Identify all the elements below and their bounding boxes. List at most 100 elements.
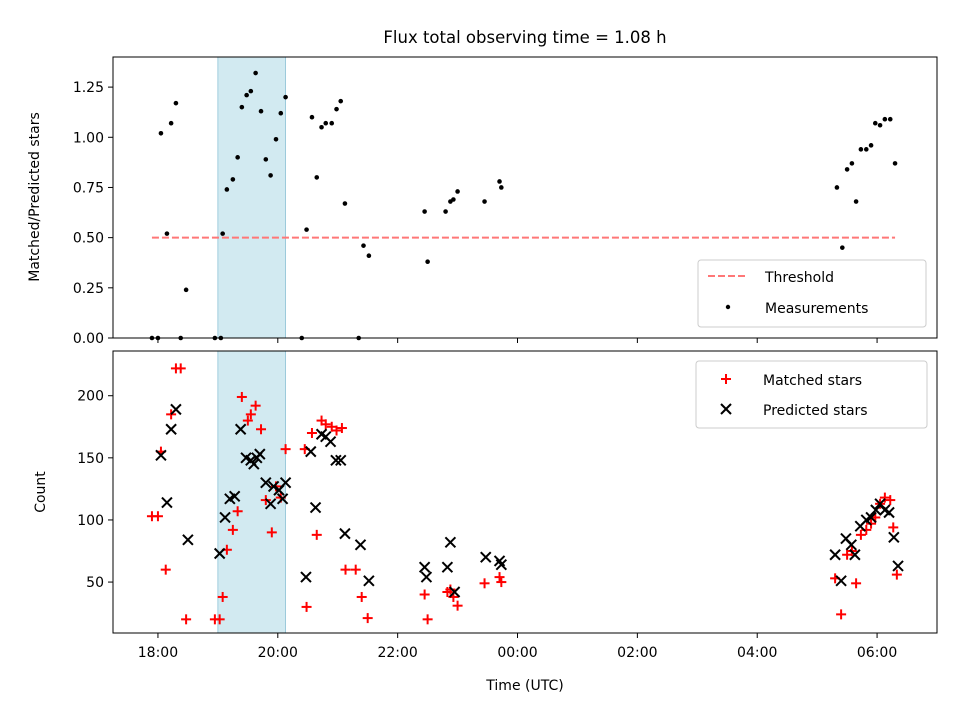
matched-stars-point: [479, 578, 490, 589]
predicted-stars-point: [418, 561, 431, 573]
matched-stars-point: [301, 601, 312, 612]
predicted-stars-point: [228, 490, 241, 503]
predicted-stars-point: [849, 549, 861, 561]
matched-stars-point: [245, 409, 256, 420]
measurement-point: [425, 259, 430, 265]
measurement-point: [868, 143, 874, 148]
observing-window-highlight: [217, 350, 286, 634]
measurement-point: [499, 185, 504, 190]
x-tick-label: 04:00: [737, 645, 777, 661]
y-tick-label: 0.00: [73, 331, 104, 347]
matched-stars-point: [879, 492, 890, 503]
predicted-stars-point: [874, 498, 886, 510]
measurement-point: [342, 201, 348, 206]
predicted-stars-point: [170, 403, 182, 416]
predicted-stars-point: [254, 448, 266, 460]
matched-stars-point: [350, 564, 361, 575]
matched-stars-point: [306, 427, 317, 438]
measurement-point: [239, 104, 245, 110]
x-tick-label: 02:00: [617, 645, 657, 661]
predicted-stars-point: [300, 571, 312, 583]
measurement-point: [329, 120, 335, 126]
predicted-stars-point: [267, 480, 280, 493]
measurement-point: [887, 116, 893, 122]
predicted-stars-point: [305, 445, 317, 458]
measurement-point: [872, 120, 878, 126]
matched-stars-point: [160, 564, 171, 575]
count-legend-box: [695, 360, 928, 429]
measurement-point: [309, 114, 315, 120]
matched-stars-point: [885, 495, 896, 506]
measurement-point: [224, 187, 230, 192]
measurement-point: [164, 231, 170, 236]
count-y-axis-label: Count: [33, 471, 49, 513]
matched-stars-point: [242, 415, 253, 426]
matched-stars-point: [250, 400, 261, 411]
count-legend: Matched stars Predicted stars: [695, 360, 928, 429]
matched-legend-swatch: [721, 374, 731, 384]
predicted-stars-point: [829, 549, 841, 561]
measurement-point: [834, 185, 840, 190]
x-axis-label: Time (UTC): [485, 678, 563, 694]
threshold-legend-label: Threshold: [764, 270, 834, 286]
predicted-stars-point: [480, 551, 492, 563]
measurement-point: [304, 227, 309, 232]
matched-stars-point: [445, 584, 456, 595]
matched-stars-point: [888, 522, 899, 533]
matched-stars-point: [362, 613, 373, 624]
measurement-point: [338, 98, 344, 104]
matched-stars-point: [422, 614, 433, 625]
measurement-point: [278, 110, 284, 116]
predicted-stars-point: [279, 476, 292, 489]
predicted-stars-point: [234, 423, 247, 435]
predicted-stars-point: [165, 423, 177, 435]
measurement-point: [244, 92, 249, 98]
predicted-stars-point: [363, 575, 375, 587]
measurement-point: [877, 122, 883, 128]
measurement-point: [892, 161, 898, 166]
predicted-stars-point: [339, 527, 351, 540]
matched-stars-point: [214, 614, 225, 625]
y-tick-label: 100: [77, 513, 104, 529]
predicted-stars-point: [309, 501, 322, 514]
predicted-stars-point: [161, 496, 173, 509]
matched-stars-point: [331, 425, 342, 436]
ratio-plot-marks: [149, 70, 898, 341]
matched-stars-point: [419, 589, 430, 600]
predicted-stars-point: [420, 571, 433, 583]
matched-legend-label: Matched stars: [763, 373, 862, 389]
measurement-point: [443, 209, 448, 214]
predicted-stars-point: [883, 506, 895, 519]
measurement-point: [158, 130, 164, 136]
matched-stars-point: [217, 591, 228, 602]
measurement-point: [455, 189, 460, 194]
measurement-point: [334, 106, 339, 112]
predicted-stars-point: [213, 547, 226, 560]
matched-stars-point: [340, 564, 351, 575]
measurement-point: [253, 70, 258, 76]
y-tick-label: 1.25: [73, 80, 104, 96]
matched-stars-point: [311, 529, 322, 540]
predicted-stars-point: [444, 536, 457, 549]
measurement-point: [844, 167, 850, 172]
measurement-point: [361, 243, 366, 248]
measurement-point: [248, 88, 254, 94]
matched-stars-point: [236, 391, 247, 402]
predicted-stars-point: [892, 560, 904, 572]
measurements-legend-label: Measurements: [765, 301, 868, 317]
measurement-point: [323, 120, 329, 126]
count-plot-frame: [112, 350, 938, 634]
x-tick-label: 18:00: [138, 645, 178, 661]
predicted-stars-point: [260, 476, 272, 489]
predicted-stars-point: [495, 558, 508, 571]
predicted-stars-point: [870, 504, 882, 516]
observing-window-span: [217, 56, 286, 339]
measurement-point: [366, 253, 372, 259]
measurement-point: [319, 124, 324, 130]
matched-stars-point: [836, 609, 847, 620]
matched-stars-point: [855, 529, 866, 540]
matched-stars-point: [227, 524, 238, 535]
predicted-stars-point: [441, 561, 454, 573]
ratio-x-ticks: [157, 338, 878, 343]
